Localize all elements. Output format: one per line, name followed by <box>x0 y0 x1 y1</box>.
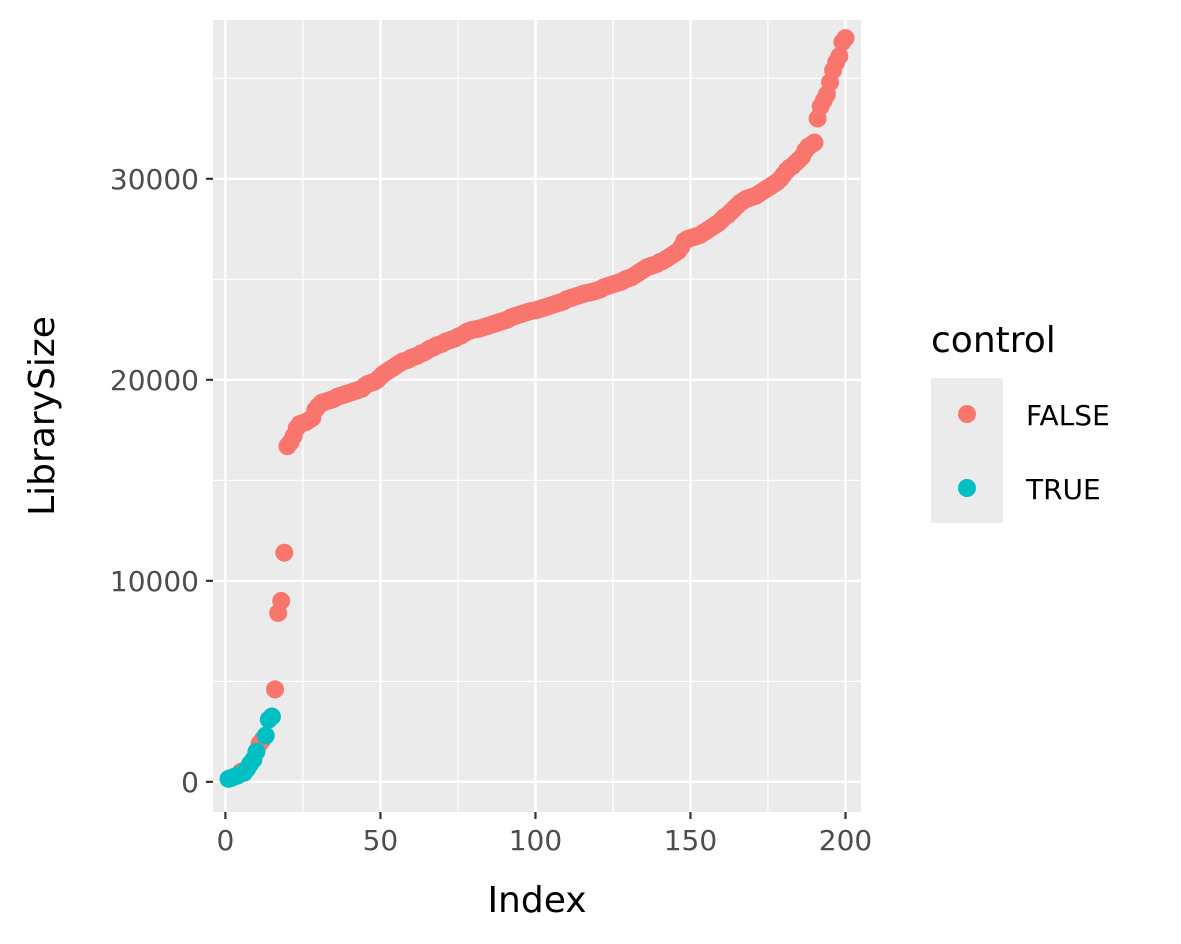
data-point-false <box>805 133 824 152</box>
data-point-true <box>256 726 275 745</box>
legend-key-true <box>958 479 976 497</box>
y-tick-label: 10000 <box>110 565 199 598</box>
data-point-false <box>266 680 285 699</box>
legend-key-false <box>958 405 976 423</box>
x-tick-label: 150 <box>664 824 717 857</box>
data-point-true <box>247 742 266 761</box>
y-tick-label: 0 <box>181 766 199 799</box>
legend: control FALSE TRUE <box>931 320 1110 523</box>
data-point-false <box>830 47 849 66</box>
major-gridlines <box>213 20 861 812</box>
y-tick-label: 30000 <box>110 163 199 196</box>
y-axis: 0 10000 20000 30000 <box>110 163 213 799</box>
data-point-false <box>836 29 855 48</box>
legend-key-background <box>931 378 1003 523</box>
legend-title: control <box>931 320 1056 361</box>
minor-gridlines <box>213 20 861 812</box>
data-point-false <box>272 591 291 610</box>
x-tick-label: 100 <box>509 824 562 857</box>
data-points <box>219 29 855 788</box>
y-axis-title: LibrarySize <box>22 316 63 516</box>
x-tick-label: 50 <box>363 824 399 857</box>
x-axis: 0 50 100 150 200 <box>216 812 872 857</box>
data-point-true <box>262 707 281 726</box>
legend-label-false: FALSE <box>1026 399 1110 432</box>
x-axis-title: Index <box>487 880 586 921</box>
data-point-false <box>275 543 294 562</box>
legend-label-true: TRUE <box>1025 473 1101 506</box>
y-tick-label: 20000 <box>110 364 199 397</box>
x-tick-label: 200 <box>819 824 872 857</box>
x-tick-label: 0 <box>216 824 234 857</box>
